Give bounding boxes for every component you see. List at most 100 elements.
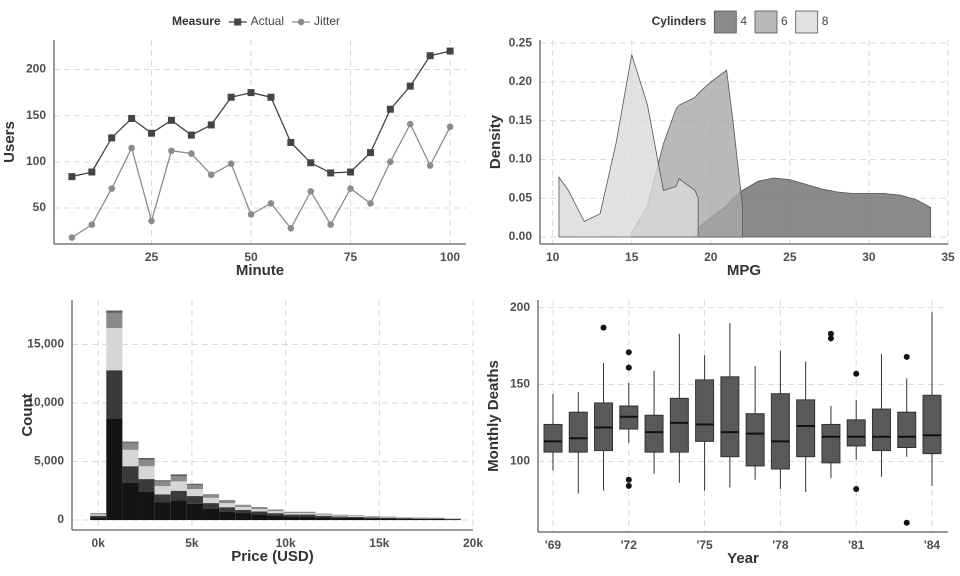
outlier xyxy=(853,485,860,492)
histogram-bar xyxy=(154,494,171,503)
histogram-bar xyxy=(219,500,236,501)
box xyxy=(543,423,563,453)
histogram-bar xyxy=(283,513,300,515)
box xyxy=(821,423,841,464)
outlier xyxy=(827,335,834,342)
histogram-bar xyxy=(315,515,332,518)
point xyxy=(327,169,335,177)
histogram-bar xyxy=(219,503,236,508)
y-tick-label: 150 xyxy=(510,377,530,391)
x-tick-label: '72 xyxy=(621,538,638,552)
legend-title: Cylinders xyxy=(652,14,707,28)
x-tick-label: '84 xyxy=(924,538,941,552)
x-tick-label: 30 xyxy=(862,250,876,264)
histogram-bar xyxy=(170,474,187,477)
histogram-bar xyxy=(90,514,107,516)
x-tick-label: 15k xyxy=(369,536,389,550)
histogram-bar xyxy=(138,491,155,521)
y-tick-label: 200 xyxy=(26,62,46,76)
box xyxy=(568,411,588,453)
legend-glyph xyxy=(795,10,819,34)
x-tick-label: '81 xyxy=(848,538,865,552)
y-tick-label: 10,000 xyxy=(27,395,64,409)
x-tick-label: 10 xyxy=(546,250,560,264)
y-tick-label: 0.05 xyxy=(509,190,533,204)
x-tick-label: '75 xyxy=(696,538,713,552)
histogram-bar xyxy=(186,503,203,521)
histogram-bar xyxy=(380,517,397,519)
y-tick-label: 0 xyxy=(57,512,64,526)
point xyxy=(347,185,354,192)
y-tick-label: 0.25 xyxy=(509,35,533,49)
histogram-bar xyxy=(331,515,349,517)
y-tick-label: 0.20 xyxy=(509,74,533,88)
histogram-bar xyxy=(154,486,171,495)
x-tick-label: 20k xyxy=(463,536,483,550)
histogram-bar xyxy=(396,518,413,519)
point xyxy=(68,173,76,181)
y-axis-title: Monthly Deaths xyxy=(485,360,502,472)
box xyxy=(796,399,816,458)
y-tick-label: 0.15 xyxy=(509,113,533,127)
histogram-bar xyxy=(251,507,268,510)
x-axis-title: MPG xyxy=(727,262,761,279)
legend-title: Measure xyxy=(172,14,221,28)
point xyxy=(148,217,155,225)
histogram-bar xyxy=(170,500,187,521)
histogram-bar xyxy=(235,509,252,514)
outlier xyxy=(625,476,632,483)
x-tick-label: 75 xyxy=(344,250,358,264)
histogram-bar xyxy=(348,516,365,518)
histogram-bar xyxy=(315,517,332,521)
outlier xyxy=(903,519,910,526)
legend-label: Jitter xyxy=(314,14,340,28)
histogram-bar xyxy=(235,506,252,510)
x-tick-label: '69 xyxy=(545,538,562,552)
x-axis-title: Price (USD) xyxy=(231,548,314,565)
histogram-bar xyxy=(331,517,349,521)
x-tick-label: 0k xyxy=(92,536,106,550)
histogram-bar xyxy=(106,310,123,313)
histogram-bar xyxy=(315,514,332,516)
legend-glyph xyxy=(713,10,737,34)
histogram-bar xyxy=(122,466,139,483)
histogram-bar xyxy=(138,458,155,460)
x-axis-title: Year xyxy=(727,550,759,567)
histogram-bar xyxy=(428,518,445,519)
box xyxy=(695,379,715,442)
histogram-bar xyxy=(251,514,268,521)
histogram-bar xyxy=(202,503,220,509)
x-tick-label: 5k xyxy=(185,536,199,550)
outlier xyxy=(827,330,834,337)
histogram-bar xyxy=(267,509,284,512)
histogram-bar xyxy=(202,494,220,498)
legend-label: 4 xyxy=(740,14,747,28)
y-tick-label: 5,000 xyxy=(34,454,64,468)
point xyxy=(426,52,434,60)
point xyxy=(406,120,414,128)
histogram-bar xyxy=(106,312,123,329)
histogram-bar xyxy=(267,513,284,516)
point xyxy=(227,160,235,167)
x-axis-title: Minute xyxy=(236,262,284,279)
x-tick-label: '78 xyxy=(772,538,789,552)
histogram-bar xyxy=(283,512,300,514)
histogram-bar xyxy=(219,511,236,521)
point xyxy=(386,105,394,113)
legend-label: Actual xyxy=(251,14,284,28)
histogram-bar xyxy=(90,513,107,515)
outlier xyxy=(600,324,607,331)
histogram-bar xyxy=(444,519,461,521)
y-tick-label: 0.10 xyxy=(509,152,533,166)
histogram-bar xyxy=(348,516,365,517)
histogram-bar xyxy=(251,509,268,512)
histogram-bar xyxy=(299,512,316,514)
histogram-bar xyxy=(412,518,429,519)
y-tick-label: 200 xyxy=(510,300,530,314)
legend-label: 8 xyxy=(822,14,829,28)
point xyxy=(367,200,374,207)
point xyxy=(247,211,255,218)
box xyxy=(846,419,866,447)
